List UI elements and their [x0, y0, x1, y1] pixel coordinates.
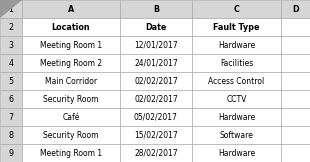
Bar	[281, 90, 310, 108]
Text: 8: 8	[9, 131, 14, 139]
Text: C: C	[233, 5, 239, 13]
Bar	[120, 36, 192, 54]
Text: CCTV: CCTV	[226, 94, 247, 104]
Bar	[22, 72, 120, 90]
Text: 28/02/2017: 28/02/2017	[134, 149, 178, 157]
Polygon shape	[0, 0, 22, 18]
Text: A: A	[68, 5, 74, 13]
Bar	[192, 144, 281, 162]
Bar	[281, 144, 310, 162]
Bar	[192, 72, 281, 90]
Bar	[0, 108, 22, 126]
Bar	[0, 126, 22, 144]
Bar	[281, 72, 310, 90]
Bar	[281, 18, 310, 36]
Text: Fault Type: Fault Type	[213, 23, 260, 31]
Text: 9: 9	[8, 149, 14, 157]
Text: Meeting Room 1: Meeting Room 1	[40, 40, 102, 50]
Bar	[192, 90, 281, 108]
Text: Access Control: Access Control	[208, 76, 265, 86]
Bar	[120, 18, 192, 36]
Text: 4: 4	[9, 58, 14, 68]
Text: 24/01/2017: 24/01/2017	[134, 58, 178, 68]
Text: Security Room: Security Room	[43, 131, 99, 139]
Bar	[120, 126, 192, 144]
Text: 15/02/2017: 15/02/2017	[134, 131, 178, 139]
Text: Meeting Room 1: Meeting Room 1	[40, 149, 102, 157]
Text: 6: 6	[9, 94, 14, 104]
Bar	[22, 18, 120, 36]
Bar	[281, 36, 310, 54]
Bar	[281, 126, 310, 144]
Text: Security Room: Security Room	[43, 94, 99, 104]
Bar	[120, 72, 192, 90]
Text: Hardware: Hardware	[218, 112, 255, 122]
Bar	[0, 90, 22, 108]
Text: Meeting Room 2: Meeting Room 2	[40, 58, 102, 68]
Text: 2: 2	[8, 23, 14, 31]
Bar	[281, 54, 310, 72]
Text: 02/02/2017: 02/02/2017	[134, 94, 178, 104]
Bar	[120, 108, 192, 126]
Bar	[0, 18, 22, 36]
Text: Hardware: Hardware	[218, 149, 255, 157]
Bar	[22, 90, 120, 108]
Text: B: B	[153, 5, 159, 13]
Bar	[120, 90, 192, 108]
Bar	[120, 144, 192, 162]
Bar	[192, 36, 281, 54]
Text: 1: 1	[9, 5, 14, 13]
Bar	[22, 54, 120, 72]
Text: D: D	[292, 5, 299, 13]
Text: 02/02/2017: 02/02/2017	[134, 76, 178, 86]
Text: 12/01/2017: 12/01/2017	[134, 40, 178, 50]
Text: 3: 3	[9, 40, 14, 50]
Text: Café: Café	[62, 112, 80, 122]
Bar	[22, 36, 120, 54]
Text: 5: 5	[8, 76, 14, 86]
Bar	[192, 18, 281, 36]
Bar	[22, 108, 120, 126]
Bar	[22, 144, 120, 162]
Text: 7: 7	[8, 112, 14, 122]
Bar	[281, 108, 310, 126]
Text: Location: Location	[51, 23, 90, 31]
Bar	[120, 0, 192, 18]
Bar	[120, 54, 192, 72]
Text: Date: Date	[145, 23, 166, 31]
Text: Hardware: Hardware	[218, 40, 255, 50]
Bar	[0, 72, 22, 90]
Bar	[0, 0, 22, 18]
Bar	[192, 54, 281, 72]
Bar	[192, 126, 281, 144]
Bar	[22, 0, 120, 18]
Bar	[0, 54, 22, 72]
Bar	[0, 144, 22, 162]
Bar	[22, 126, 120, 144]
Bar	[0, 36, 22, 54]
Text: Software: Software	[219, 131, 253, 139]
Text: Facilities: Facilities	[220, 58, 253, 68]
Bar	[192, 0, 281, 18]
Bar	[192, 108, 281, 126]
Text: Main Corridor: Main Corridor	[45, 76, 97, 86]
Bar	[281, 0, 310, 18]
Text: 05/02/2017: 05/02/2017	[134, 112, 178, 122]
